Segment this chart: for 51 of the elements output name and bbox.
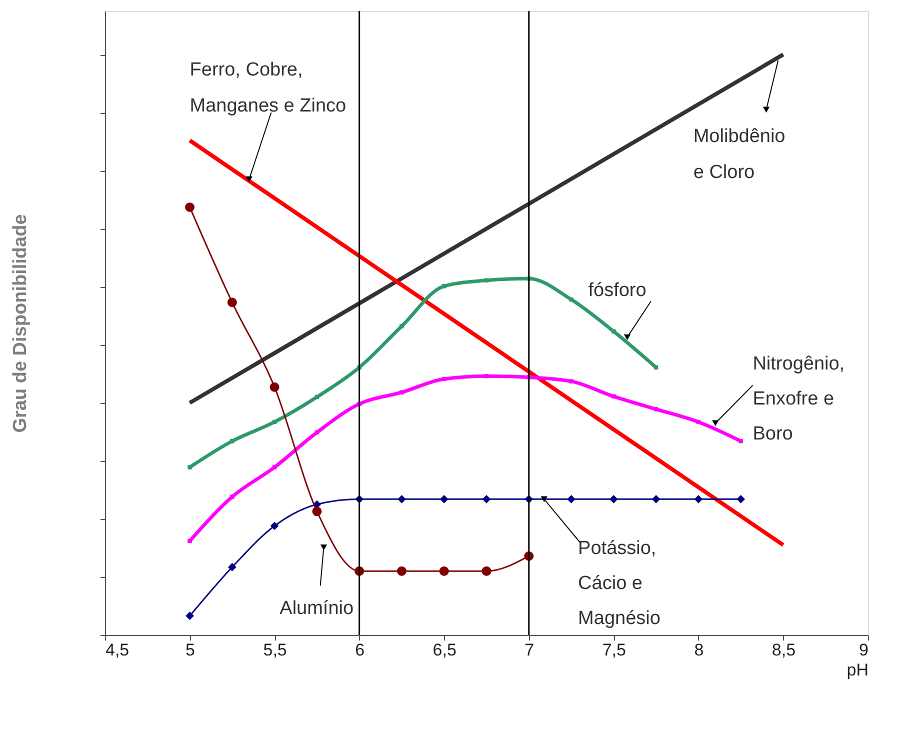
x-tick-label: 8 [694, 640, 704, 660]
series-label: Molibdênio e Cloro [693, 126, 786, 184]
point [694, 494, 703, 504]
point [439, 566, 449, 576]
x-tick-label: 4,5 [106, 640, 130, 660]
point [569, 297, 574, 302]
x-tick-label: 5 [186, 640, 196, 660]
point [185, 202, 195, 212]
point [400, 390, 404, 394]
x-tick-label: 5,5 [263, 640, 287, 660]
point [612, 394, 616, 399]
point [227, 298, 237, 308]
point [440, 494, 448, 504]
point [396, 566, 406, 576]
y-axis-title: Grau de Disponibilidade [10, 214, 31, 433]
point [484, 278, 489, 282]
point [228, 562, 236, 572]
series-label: Alumínio [280, 598, 354, 620]
series-label: Potássio, Cácio e Magnésio [578, 538, 660, 630]
x-tick-label: 7,5 [602, 640, 626, 660]
point [652, 494, 660, 504]
point [482, 494, 491, 504]
series-label: fósforo [588, 280, 646, 301]
point [738, 439, 743, 444]
point [230, 494, 234, 499]
point [186, 612, 194, 620]
x-tick-label: 7 [524, 640, 534, 660]
series-label: Nitrogênio, Enxofre e Boro [752, 354, 845, 445]
series-label: Ferro, Cobre, Manganes e Zinco [190, 59, 346, 116]
point [270, 522, 279, 530]
point [654, 407, 658, 412]
x-axis-title: pH [846, 660, 868, 680]
point [736, 494, 746, 504]
x-tick-label: 6 [355, 640, 365, 660]
x-tick-label: 6,5 [432, 640, 456, 660]
point [442, 284, 446, 288]
point [230, 439, 234, 444]
point [188, 538, 192, 544]
point [482, 566, 492, 576]
point [398, 494, 406, 504]
point [569, 379, 574, 384]
point [270, 382, 280, 392]
point [567, 494, 576, 504]
point [188, 465, 192, 470]
x-tick-label: 9 [859, 640, 868, 660]
point [400, 324, 404, 328]
x-tick-label: 8,5 [772, 640, 796, 660]
point [609, 494, 618, 504]
point [612, 329, 616, 334]
point [312, 506, 322, 516]
point [272, 465, 277, 470]
